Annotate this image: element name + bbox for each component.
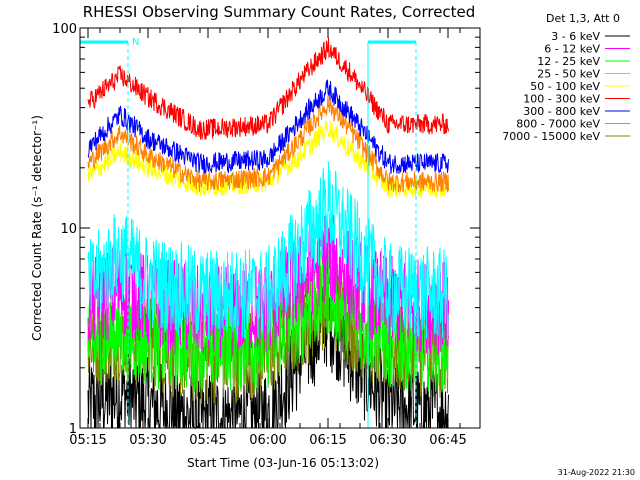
legend-label: 7000 - 15000 keV — [502, 130, 600, 143]
legend-label: 6 - 12 keV — [544, 43, 600, 56]
x-tick-label: 06:00 — [249, 433, 286, 448]
x-tick-label: 05:15 — [69, 433, 106, 448]
legend-title: Det 1,3, Att 0 — [546, 12, 620, 25]
legend-label: 25 - 50 keV — [537, 68, 600, 81]
chart-title: RHESSI Observing Summary Count Rates, Co… — [83, 3, 476, 21]
series-300-800-kev-line — [87, 79, 449, 174]
x-tick-label: 06:30 — [369, 433, 406, 448]
series-100-300-kev-line — [87, 37, 449, 140]
series-800-7000-kev-line — [87, 95, 449, 193]
legend-label: 12 - 25 keV — [537, 55, 600, 68]
footer-timestamp: 31-Aug-2022 21:30 — [558, 468, 635, 477]
series-3-6-kev-line — [87, 276, 449, 430]
y-tick-label: 1 — [69, 422, 77, 437]
legend-label: 800 - 7000 keV — [516, 118, 600, 131]
x-tick-label: 06:15 — [309, 433, 346, 448]
y-tick-label: 10 — [60, 222, 77, 237]
legend-label: 3 - 6 keV — [551, 30, 600, 43]
legend-label: 100 - 300 keV — [523, 93, 600, 106]
x-tick-label: 05:45 — [189, 433, 226, 448]
y-tick-label: 100 — [52, 22, 77, 37]
legend-label: 50 - 100 keV — [530, 80, 600, 93]
x-tick-label: 06:45 — [429, 433, 466, 448]
y-axis-label: Corrected Count Rate (s⁻¹ detector⁻¹) — [30, 115, 44, 341]
series-25-50-kev-line — [87, 161, 449, 342]
x-axis-label: Start Time (03-Jun-16 05:13:02) — [187, 456, 379, 470]
flag-label: N — [132, 37, 139, 48]
plot-area: N 1 10 100 05:15 05:30 05:45 06:00 06:15 06:30 06:… — [52, 22, 481, 448]
legend-label: 300 - 800 keV — [523, 105, 600, 118]
x-tick-label: 05:30 — [129, 433, 166, 448]
series-50-100-kev-line — [87, 120, 449, 199]
